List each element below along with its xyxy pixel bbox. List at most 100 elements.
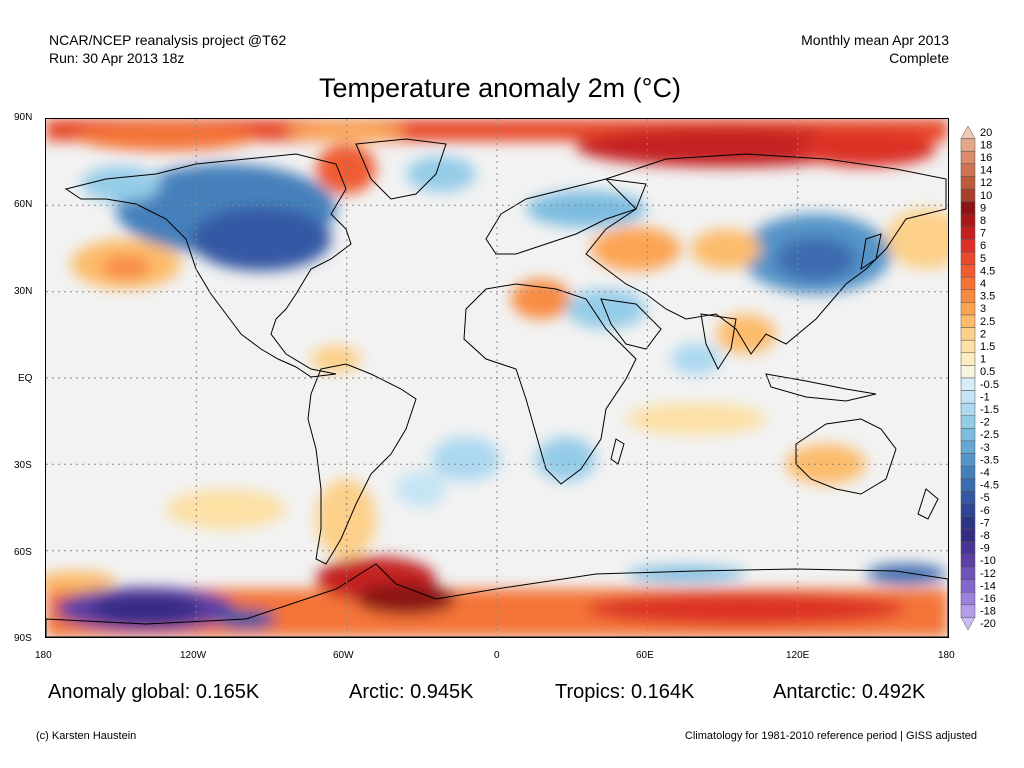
colorbar-label: 0.5 (980, 366, 995, 378)
colorbar-label: -3.5 (980, 454, 999, 466)
colorbar: 201816141210987654.543.532.521.510.5-0.5… (960, 125, 999, 631)
colorbar-label: -10 (980, 555, 996, 567)
colorbar-swatch (960, 566, 976, 580)
colorbar-swatch (960, 150, 976, 165)
colorbar-swatch (960, 541, 976, 555)
colorbar-swatch (960, 163, 976, 177)
colorbar-swatch (960, 428, 976, 442)
colorbar-swatch (960, 226, 976, 240)
colorbar-swatch (960, 239, 976, 253)
japan-outline (860, 233, 882, 271)
colorbar-label: -8 (980, 530, 990, 542)
africa-outline (463, 283, 637, 485)
map-title: Temperature anomaly 2m (°C) (319, 73, 681, 103)
colorbar-swatch (960, 415, 976, 429)
colorbar-swatch (960, 465, 976, 480)
colorbar-label: 4 (980, 278, 986, 290)
colorbar-label: 3 (980, 303, 986, 315)
colorbar-swatch (960, 554, 976, 568)
new-zealand-outline (917, 488, 939, 520)
indonesia-outline (765, 373, 877, 402)
lat-label-eq: EQ (18, 373, 33, 384)
colorbar-swatch (960, 176, 976, 190)
lon-label-60e: 60E (636, 650, 654, 661)
colorbar-swatch (960, 377, 976, 391)
antarctic-anomaly: Antarctic: 0.492K (773, 681, 926, 703)
antarctica-outline (46, 563, 948, 637)
arctic-anomaly: Arctic: 0.945K (349, 681, 474, 703)
colorbar-swatch (960, 478, 976, 492)
tropics-anomaly: Tropics: 0.164K (555, 681, 695, 703)
colorbar-label: 18 (980, 139, 992, 151)
colorbar-swatch (960, 138, 976, 152)
colorbar-swatch (960, 264, 976, 278)
colorbar-swatch (960, 314, 976, 328)
colorbar-swatch (960, 339, 976, 354)
colorbar-swatch (960, 491, 976, 505)
colorbar-label: -5 (980, 492, 990, 504)
greenland-outline (355, 138, 447, 200)
colorbar-label: -3 (980, 442, 990, 454)
colorbar-label: 2.5 (980, 316, 995, 328)
colorbar-swatch (960, 402, 976, 417)
colorbar-label: -2.5 (980, 429, 999, 441)
colorbar-swatch (960, 327, 976, 341)
run-label: Run: 30 Apr 2013 18z (49, 50, 185, 66)
anomaly-map (45, 118, 949, 638)
colorbar-swatch (960, 503, 976, 517)
colorbar-swatch (960, 453, 976, 467)
colorbar-swatch (960, 440, 976, 454)
colorbar-label: -20 (980, 618, 996, 630)
credit-label: (c) Karsten Haustein (36, 730, 137, 742)
colorbar-label: 20 (980, 127, 992, 139)
south-america-outline (307, 363, 417, 565)
colorbar-label: 3.5 (980, 291, 995, 303)
colorbar-label: 7 (980, 228, 986, 240)
colorbar-swatch (960, 516, 976, 530)
status-label: Complete (889, 50, 949, 66)
asia-outline (585, 153, 947, 355)
climatology-note: Climatology for 1981-2010 reference peri… (684, 730, 977, 742)
gridlines (46, 119, 948, 637)
colorbar-label: 16 (980, 152, 992, 164)
colorbar-label: -18 (980, 606, 996, 618)
colorbar-label: 6 (980, 240, 986, 252)
colorbar-label: -1 (980, 391, 990, 403)
anomaly-map-svg (46, 119, 948, 637)
madagascar-outline (610, 438, 625, 465)
colorbar-label: 9 (980, 202, 986, 214)
colorbar-swatch (960, 528, 976, 543)
lat-label-30n: 30N (14, 286, 33, 297)
global-anomaly: Anomaly global: 0.165K (48, 681, 260, 703)
colorbar-label: 2 (980, 328, 986, 340)
lon-label-0: 0 (494, 650, 500, 661)
colorbar-swatch (960, 276, 976, 291)
lat-label-60s: 60S (14, 547, 32, 558)
colorbar-swatch (960, 251, 976, 265)
colorbar-label: 1 (980, 354, 986, 366)
colorbar-label: -7 (980, 517, 990, 529)
colorbar-swatch (960, 617, 976, 631)
colorbar-label: 10 (980, 190, 992, 202)
colorbar-label: -16 (980, 593, 996, 605)
lat-label-90s: 90S (14, 633, 32, 644)
colorbar-label: 1.5 (980, 341, 995, 353)
colorbar-label: -4.5 (980, 480, 999, 492)
colorbar-label: -9 (980, 543, 990, 555)
lon-label-180e: 180 (938, 650, 955, 661)
colorbar-swatch (960, 289, 976, 303)
lat-label-60n: 60N (14, 199, 33, 210)
colorbar-swatch (960, 188, 976, 202)
colorbar-label: -1.5 (980, 404, 999, 416)
project-label: NCAR/NCEP reanalysis project @T62 (49, 32, 287, 48)
colorbar-swatch (960, 201, 976, 215)
colorbar-swatch (960, 125, 976, 139)
lat-label-90n: 90N (14, 112, 33, 123)
colorbar-label: -14 (980, 580, 996, 592)
lon-label-180w: 180 (35, 650, 52, 661)
lat-label-30s: 30S (14, 460, 32, 471)
colorbar-swatch (960, 302, 976, 316)
period-label: Monthly mean Apr 2013 (801, 32, 949, 48)
arabia-outline (600, 298, 662, 350)
colorbar-label: -4 (980, 467, 990, 479)
